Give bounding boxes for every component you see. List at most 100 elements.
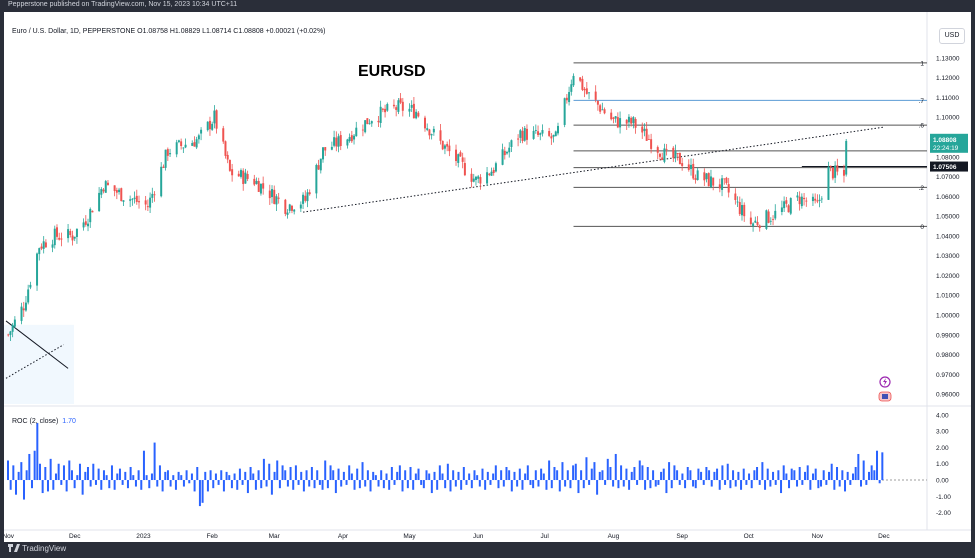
roc-bar <box>740 480 743 490</box>
candle-body <box>13 319 16 327</box>
candle-body <box>625 119 628 124</box>
candle-body <box>113 185 116 191</box>
candle-body <box>472 178 475 182</box>
roc-bar <box>585 457 588 481</box>
candle-body <box>24 302 27 311</box>
roc-bar <box>414 473 417 481</box>
candle-body <box>519 130 522 138</box>
candle-body <box>834 165 837 178</box>
candle-body <box>630 117 633 124</box>
lightning-icon[interactable] <box>879 376 891 388</box>
roc-bar <box>601 470 604 481</box>
roc-bar <box>68 460 71 481</box>
candle-body <box>594 91 597 100</box>
roc-bar <box>313 480 316 489</box>
roc-bar <box>305 470 308 481</box>
roc-bar <box>212 480 215 489</box>
candle-body <box>87 223 90 227</box>
roc-bar <box>665 480 668 494</box>
roc-bar <box>526 465 529 481</box>
roc-bar <box>84 471 87 481</box>
x-tick-label: Mar <box>269 533 281 540</box>
roc-bar <box>852 473 855 481</box>
roc-bar <box>593 462 596 481</box>
roc-bar <box>70 470 73 481</box>
y-tick-label: 0.96000 <box>936 392 960 399</box>
roc-bar <box>209 470 212 481</box>
countdown-label: 22:24:19 <box>933 145 959 152</box>
roc-bar <box>286 480 289 487</box>
roc-bar <box>60 480 63 485</box>
chart-svg[interactable]: 1 .7 .6 .2 0 1.13000 1.12000 1.11000 1.10000 1.0… <box>2 12 971 542</box>
roc-bar <box>180 475 183 481</box>
roc-bar <box>729 480 732 489</box>
candle-body <box>612 117 615 119</box>
candle-body <box>384 108 387 113</box>
roc-y-tick-label: -1.00 <box>936 494 951 501</box>
roc-bar <box>214 473 217 481</box>
roc-bar <box>865 480 868 485</box>
candle-body <box>224 141 227 156</box>
roc-bar <box>457 471 460 481</box>
roc-bar <box>406 480 409 489</box>
candle-body <box>800 196 803 207</box>
roc-bar <box>550 480 553 489</box>
candle-body <box>277 197 280 199</box>
chart-area[interactable]: 1 .7 .6 .2 0 1.13000 1.12000 1.11000 1.10000 1.0… <box>2 12 971 542</box>
candle-body <box>392 104 395 107</box>
roc-bar <box>649 480 652 489</box>
candle-body <box>423 117 426 129</box>
roc-bar <box>809 480 812 490</box>
roc-bar <box>44 467 47 481</box>
trendline[interactable] <box>5 320 69 369</box>
roc-bar <box>564 480 567 487</box>
candle-body <box>213 110 216 124</box>
trendline[interactable] <box>5 344 64 379</box>
candle-body <box>53 228 56 246</box>
roc-bar <box>401 480 404 492</box>
candle-body <box>242 170 245 185</box>
candle-body <box>73 236 76 239</box>
currency-button[interactable]: USD <box>939 28 965 44</box>
flag-icon[interactable] <box>878 391 892 402</box>
candle-body <box>162 166 165 168</box>
candle-body <box>774 210 777 219</box>
tradingview-brand[interactable]: TradingView <box>8 544 66 553</box>
roc-bar <box>254 480 257 490</box>
candle-body <box>226 154 229 160</box>
roc-bar <box>92 463 95 481</box>
candle-body <box>84 221 87 225</box>
candle-body <box>7 334 10 336</box>
fib-level-label: 0 <box>920 224 924 231</box>
roc-bar <box>412 480 415 490</box>
y-tick-label: 0.99000 <box>936 332 960 339</box>
roc-bar <box>545 480 548 490</box>
candle-body <box>743 204 746 217</box>
roc-bar <box>422 480 425 489</box>
roc-bar <box>190 473 193 481</box>
candle-body <box>353 135 356 140</box>
candle-body <box>534 129 537 131</box>
roc-bar <box>876 450 879 481</box>
candle-body <box>789 198 792 214</box>
roc-bar <box>433 471 436 481</box>
roc-bar <box>446 463 449 481</box>
roc-bar <box>766 468 769 481</box>
roc-bar <box>732 470 735 481</box>
candle-body <box>506 151 509 154</box>
candle-body <box>705 173 708 180</box>
roc-bar <box>569 480 572 489</box>
candle-body <box>51 244 54 248</box>
candle-body <box>71 235 74 241</box>
roc-bar <box>121 480 124 485</box>
x-tick-label: Nov <box>4 533 15 540</box>
candle-body <box>532 130 535 139</box>
roc-bar <box>625 468 628 481</box>
roc-bar <box>350 473 353 481</box>
tradingview-logo-icon <box>8 544 20 552</box>
candle-body <box>769 220 772 222</box>
roc-bar <box>660 471 663 481</box>
roc-bar <box>380 470 383 481</box>
trendline[interactable] <box>302 126 884 213</box>
y-tick-label: 0.98000 <box>936 352 960 359</box>
